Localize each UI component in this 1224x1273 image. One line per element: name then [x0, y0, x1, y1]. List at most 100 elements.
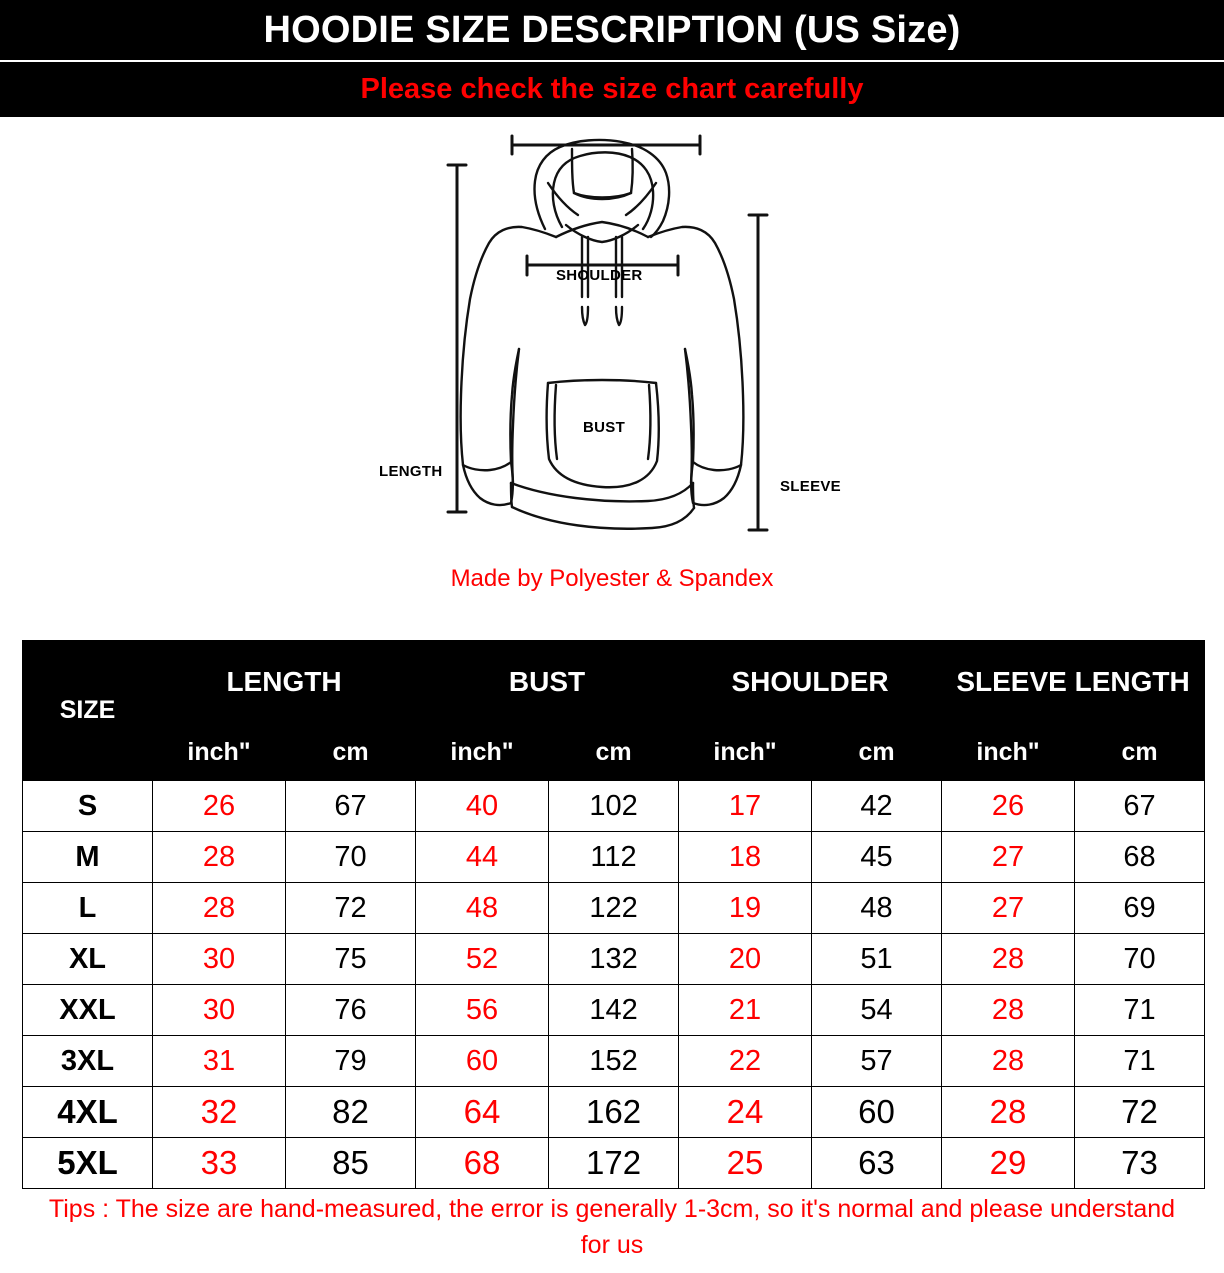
cell-length-in: 31 — [152, 1035, 286, 1087]
hoodie-hood-fold-left — [546, 181, 580, 217]
cell-bust-in: 40 — [415, 780, 550, 832]
cell-length-in: 28 — [152, 882, 286, 934]
cell-length-cm: 70 — [284, 831, 417, 883]
cell-sleeve-in: 28 — [941, 984, 1076, 1036]
page-title-band: HOODIE SIZE DESCRIPTION (US Size) — [0, 0, 1224, 62]
hoodie-right-sleeve — [646, 225, 745, 472]
table-group-header-row: SIZE LENGTH BUST SHOULDER SLEEVE LENGTH — [22, 640, 1206, 781]
cell-bust-cm: 112 — [548, 831, 680, 883]
table-row: 4XL 32 82 64 162 24 60 28 72 — [22, 1086, 1206, 1138]
hoodie-shoulder-line — [554, 220, 650, 239]
cell-bust-cm: 132 — [548, 933, 680, 985]
cell-bust-in: 52 — [415, 933, 550, 985]
table-row: S 26 67 40 102 17 42 26 67 — [22, 780, 1206, 832]
hoodie-hem-bottom — [510, 505, 696, 530]
hoodie-pocket-inner-left — [553, 383, 559, 461]
sleeve-dimension-label: SLEEVE — [780, 478, 841, 495]
bust-dimension-line — [525, 254, 680, 277]
cell-sleeve-in: 27 — [941, 882, 1076, 934]
cell-bust-cm: 172 — [548, 1137, 680, 1189]
cell-sleeve-cm: 73 — [1074, 1137, 1206, 1189]
hoodie-hood-inner — [551, 151, 655, 231]
hoodie-left-side — [511, 347, 521, 485]
table-unit-header-row: inch" cm inch" cm inch" cm inch" cm — [23, 723, 1206, 781]
cell-sleeve-in: 28 — [941, 1086, 1076, 1138]
table-row: L 28 72 48 122 19 48 27 69 — [22, 882, 1206, 934]
bust-dimension-label: BUST — [583, 419, 626, 436]
cell-size: 3XL — [22, 1035, 153, 1087]
cell-shoulder-in: 20 — [678, 933, 813, 985]
material-note: Made by Polyester & Spandex — [450, 565, 774, 592]
page-title: HOODIE SIZE DESCRIPTION (US Size) — [263, 8, 961, 51]
length-dimension-label: LENGTH — [379, 463, 443, 480]
table-row: M 28 70 44 112 18 45 27 68 — [22, 831, 1206, 883]
size-chart-container: SIZE LENGTH BUST SHOULDER SLEEVE LENGTH … — [22, 640, 1206, 1189]
cell-length-in: 32 — [152, 1086, 286, 1138]
hoodie-hood-fold-right — [624, 181, 658, 217]
cell-bust-in: 48 — [415, 882, 550, 934]
cell-bust-cm: 102 — [548, 780, 680, 832]
length-dimension-line — [446, 163, 468, 514]
cell-bust-in: 68 — [415, 1137, 550, 1189]
header-unit-bust-inch: inch" — [415, 723, 550, 781]
page-subtitle-band: Please check the size chart carefully — [0, 62, 1224, 117]
table-body: S 26 67 40 102 17 42 26 67 M 28 70 44 112 18 45 27 68 L 28 7… — [22, 780, 1206, 1189]
header-group-bust: BUST — [415, 640, 680, 724]
cell-bust-cm: 122 — [548, 882, 680, 934]
cell-shoulder-cm: 57 — [811, 1035, 943, 1087]
cell-shoulder-in: 17 — [678, 780, 813, 832]
cell-bust-cm: 152 — [548, 1035, 680, 1087]
cell-shoulder-cm: 54 — [811, 984, 943, 1036]
table-row: XL 30 75 52 132 20 51 28 70 — [22, 933, 1206, 985]
hoodie-pocket-top — [546, 378, 658, 385]
cell-bust-in: 44 — [415, 831, 550, 883]
size-chart-table: SIZE LENGTH BUST SHOULDER SLEEVE LENGTH … — [22, 640, 1206, 1189]
header-unit-bust-cm: cm — [548, 723, 680, 781]
cell-shoulder-in: 21 — [678, 984, 813, 1036]
cell-length-in: 28 — [152, 831, 286, 883]
header-size: SIZE — [22, 640, 153, 781]
header-unit-sleeve-cm: cm — [1074, 723, 1206, 781]
page-subtitle: Please check the size chart carefully — [360, 73, 864, 105]
hoodie-hood-opening — [570, 147, 634, 199]
cell-sleeve-cm: 69 — [1074, 882, 1206, 934]
size-tip-note: Tips : The size are hand-measured, the e… — [48, 1195, 1176, 1259]
cell-shoulder-cm: 48 — [811, 882, 943, 934]
cell-length-cm: 76 — [284, 984, 417, 1036]
cell-length-in: 30 — [152, 984, 286, 1036]
cell-length-in: 33 — [152, 1137, 286, 1189]
cell-shoulder-cm: 42 — [811, 780, 943, 832]
cell-sleeve-cm: 67 — [1074, 780, 1206, 832]
cell-sleeve-cm: 71 — [1074, 984, 1206, 1036]
cell-sleeve-in: 27 — [941, 831, 1076, 883]
cell-length-cm: 85 — [284, 1137, 417, 1189]
cell-bust-in: 56 — [415, 984, 550, 1036]
cell-length-in: 26 — [152, 780, 286, 832]
cell-sleeve-in: 26 — [941, 780, 1076, 832]
hoodie-pocket-inner-right — [646, 383, 652, 461]
cell-length-cm: 72 — [284, 882, 417, 934]
cell-length-in: 30 — [152, 933, 286, 985]
cell-size: 4XL — [22, 1086, 153, 1138]
cell-shoulder-in: 18 — [678, 831, 813, 883]
cell-bust-in: 64 — [415, 1086, 550, 1138]
shoulder-dimension-label: SHOULDER — [556, 267, 643, 284]
cell-size: 5XL — [22, 1137, 153, 1189]
cell-length-cm: 82 — [284, 1086, 417, 1138]
hoodie-diagram: SHOULDER LENGTH BUST SLEEVE Made by Poly… — [0, 117, 1224, 617]
header-unit-shoulder-cm: cm — [811, 723, 943, 781]
cell-sleeve-cm: 71 — [1074, 1035, 1206, 1087]
cell-sleeve-cm: 70 — [1074, 933, 1206, 985]
header-unit-length-cm: cm — [284, 723, 417, 781]
cell-shoulder-in: 19 — [678, 882, 813, 934]
cell-shoulder-in: 25 — [678, 1137, 813, 1189]
header-group-length: LENGTH — [151, 640, 417, 724]
table-row: XXL 30 76 56 142 21 54 28 71 — [22, 984, 1206, 1036]
header-unit-shoulder-inch: inch" — [678, 723, 813, 781]
hoodie-neck-band — [572, 191, 633, 201]
shoulder-dimension-line — [510, 134, 702, 156]
cell-sleeve-in: 28 — [941, 1035, 1076, 1087]
cell-length-cm: 67 — [284, 780, 417, 832]
cell-size: S — [22, 780, 153, 832]
cell-size: XL — [22, 933, 153, 985]
